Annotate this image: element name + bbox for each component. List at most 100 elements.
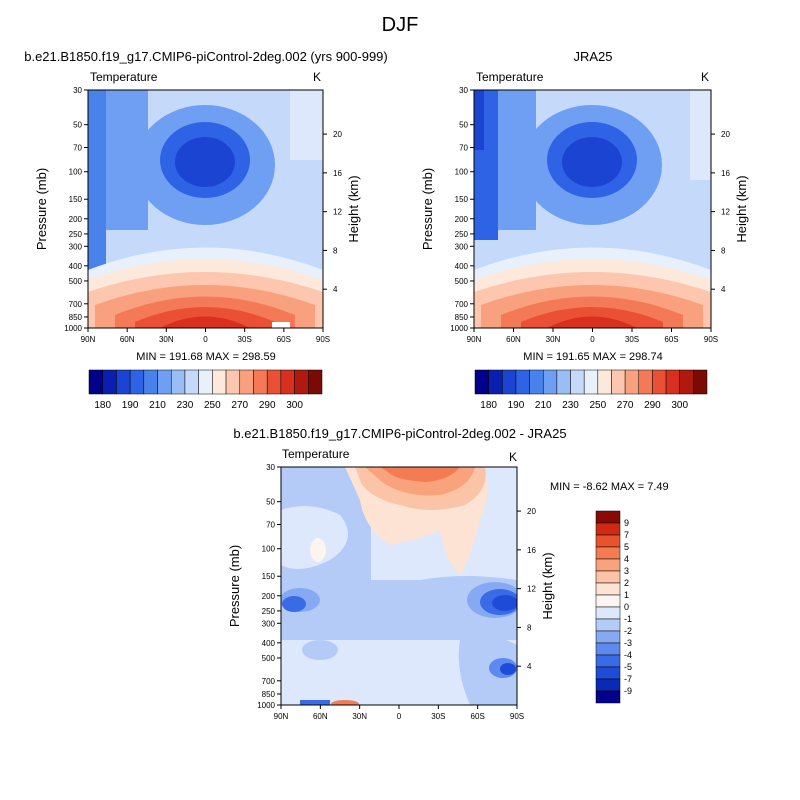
colorbar-label: 3 [624,566,629,576]
x-tick-label: 0 [397,712,402,721]
y-tick-label: 30 [73,86,82,95]
colorbar-swatch [595,534,621,548]
colorbar-swatch [157,369,172,395]
panel-model-left-label: Temperature [90,70,158,84]
panel-reanalysis-stats: MIN = 191.65 MAX = 298.74 [523,351,662,363]
colorbar-label: 190 [508,400,525,411]
y-tick-label: 850 [262,690,276,699]
height-tick-label: 4 [333,285,338,294]
colorbar-label: 300 [671,400,688,411]
y-tick-label: 250 [455,230,469,239]
colorbar-swatch [595,678,621,692]
x-tick-label: 0 [203,335,208,344]
y-tick-label: 1000 [257,701,275,710]
y-axis-title: Pressure (mb) [34,168,49,250]
colorbar-label: 270 [617,400,634,411]
colorbar-label: 180 [480,400,497,411]
figure-title: DJF [382,14,419,36]
panel-difference-title: b.e21.B1850.f19_g17.CMIP6-piControl-2deg… [233,426,566,441]
y-tick-label: 400 [69,262,83,271]
colorbar-swatch [556,369,571,395]
x-tick-label: 30S [431,712,445,721]
x-tick-label: 30N [159,335,174,344]
height-axis-title: Height (km) [540,552,555,619]
height-tick-label: 12 [721,208,730,217]
colorbar-label: 270 [231,400,248,411]
colorbar-swatch [170,369,186,395]
colorbar-swatch [595,666,621,680]
colorbar-swatch [595,630,621,644]
y-tick-label: 200 [262,592,276,601]
colorbar-swatch [595,570,621,584]
colorbar-label: -7 [624,674,632,684]
colorbar-label: 290 [259,400,276,411]
y-tick-label: 70 [266,521,275,530]
colorbar-swatch [595,522,621,536]
height-axis-title: Height (km) [346,175,361,242]
colorbar-swatch [542,369,558,395]
colorbar-label: 210 [149,400,166,411]
colorbar-swatch [583,369,599,395]
y-tick-label: 50 [266,498,275,507]
colorbar-label: -2 [624,626,632,636]
height-tick-label: 12 [333,208,342,217]
x-tick-label: 60N [120,335,135,344]
x-tick-label: 30S [238,335,252,344]
colorbar-swatch [595,510,621,524]
colorbar-swatch [529,369,544,395]
colorbar-swatch [595,558,621,572]
panel-reanalysis: JRA25 Temperature K 90N 60N 30N 0 30S 60S 90S 3… [420,49,749,411]
colorbar-label: 0 [624,602,629,612]
height-tick-label: 8 [527,623,532,632]
x-tick-label: 60S [277,335,291,344]
height-tick-label: 8 [333,246,338,255]
colorbar-swatch [679,369,694,395]
colorbar-swatch [116,369,131,395]
colorbar-swatch [294,369,309,395]
y-tick-label: 400 [262,639,276,648]
panel-difference-right-label: K [509,450,517,464]
height-tick-label: 16 [333,169,342,178]
panel-reanalysis-field [474,90,711,328]
y-tick-label: 500 [262,654,276,663]
y-tick-label: 30 [459,86,468,95]
colorbar-label: -9 [624,686,632,696]
x-tick-label: 30N [352,712,367,721]
x-tick-label: 60N [506,335,521,344]
x-tick-label: 60S [664,335,678,344]
y-tick-label: 100 [262,545,276,554]
x-tick-label: 90N [81,335,96,344]
y-tick-label: 200 [455,215,469,224]
y-tick-label: 400 [455,262,469,271]
y-tick-label: 70 [73,144,82,153]
colorbar-swatch [225,369,241,395]
colorbar-swatch [595,642,621,656]
colorbar-label: 7 [624,530,629,540]
colorbar-swatch [239,369,254,395]
panel-reanalysis-left-label: Temperature [476,70,544,84]
y-tick-label: 100 [455,168,469,177]
panel-difference-stats: MIN = -8.62 MAX = 7.49 [550,481,669,493]
colorbar-swatch [611,369,626,395]
colorbar-swatch [212,369,227,395]
y-tick-label: 1000 [450,324,468,333]
colorbar-swatch [595,546,621,560]
colorbar-swatch [102,369,117,395]
panel-model-title: b.e21.B1850.f19_g17.CMIP6-piControl-2deg… [24,49,388,64]
colorbar-label: 2 [624,578,629,588]
colorbar-swatch [595,606,621,620]
x-tick-label: 60S [471,712,485,721]
colorbar-label: 250 [204,400,221,411]
y-axis-title: Pressure (mb) [227,545,242,627]
height-tick-label: 12 [527,585,536,594]
x-tick-label: 30N [546,335,561,344]
y-tick-label: 300 [455,242,469,251]
colorbar-label: 210 [535,400,552,411]
panel-difference-field [281,467,517,705]
colorbar-label: 180 [94,400,111,411]
colorbar-swatch [665,369,680,395]
colorbar-swatch [595,690,621,704]
y-tick-label: 150 [69,195,83,204]
height-tick-label: 8 [721,246,726,255]
panel-model: b.e21.B1850.f19_g17.CMIP6-piControl-2deg… [24,49,388,411]
